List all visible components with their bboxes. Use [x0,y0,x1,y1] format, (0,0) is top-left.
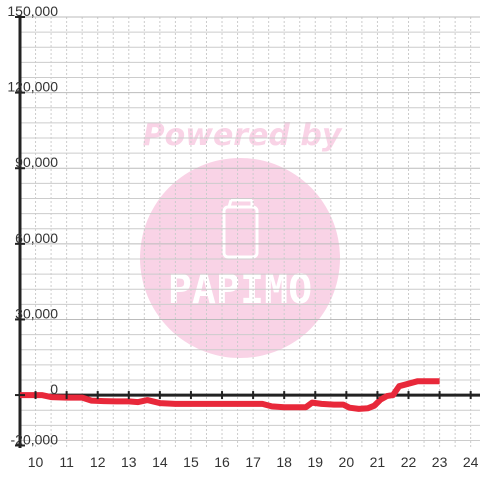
grid [19,16,480,448]
x-tick-label: 23 [432,454,448,470]
y-tick-label: -20,000 [11,431,59,447]
x-tick-label: 19 [307,454,323,470]
x-tick-label: 16 [214,454,230,470]
series-layer [19,378,440,412]
x-tick-label: 12 [90,454,106,470]
x-axis-ticks: 10 11 12 13 14 15 16 17 18 19 20 21 22 23 24 [28,391,479,470]
y-tick-label: 150,000 [7,3,58,19]
y-axis-ticks: 150,000 120,000 90,000 60,000 30,000 0 -20,000 [7,3,58,447]
x-tick-label: 18 [276,454,292,470]
x-tick-label: 15 [183,454,199,470]
y-tick-label: 60,000 [15,230,58,246]
watermark-text: Powered by [143,118,343,153]
x-tick-label: 24 [463,454,479,470]
y-tick-label: 30,000 [15,305,58,321]
y-tick-label: 0 [50,381,58,397]
x-tick-label: 14 [152,454,168,470]
y-tick-label: 90,000 [15,154,58,170]
axes [18,15,480,448]
x-tick-label: 21 [370,454,386,470]
phone-icon [222,198,259,259]
watermark-brand: PAPIMO [168,267,313,313]
x-tick-label: 13 [121,454,137,470]
x-tick-label: 20 [339,454,355,470]
x-tick-label: 10 [28,454,44,470]
x-tick-label: 17 [245,454,261,470]
x-tick-label: 11 [59,454,74,470]
watermark: Powered by PAPIMO [140,118,343,358]
x-tick-label: 22 [401,454,417,470]
y-tick-label: 120,000 [7,79,58,95]
